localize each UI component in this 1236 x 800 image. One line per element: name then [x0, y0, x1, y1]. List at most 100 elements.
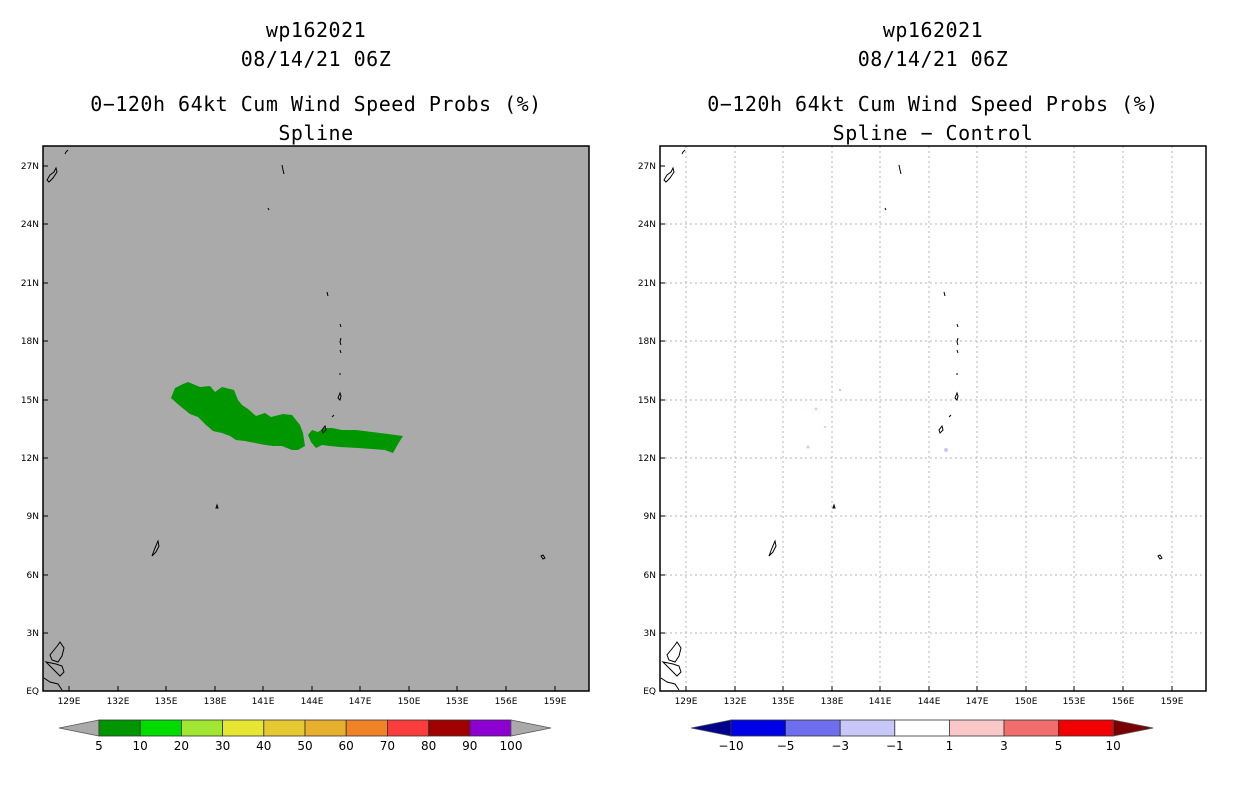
lon-tick-label: 153E: [446, 697, 469, 707]
colorbar-swatch: [839, 719, 896, 737]
lon-tick-label: 132E: [724, 697, 747, 707]
right-gridlines: [660, 146, 1206, 691]
colorbar-label: −1: [886, 739, 904, 753]
left-storm-id: wp162021: [265, 18, 367, 42]
lon-tick-label: 147E: [966, 697, 989, 707]
right-storm-id: wp162021: [882, 18, 984, 42]
colorbar-swatch: [139, 719, 182, 737]
lon-tick-label: 135E: [772, 697, 795, 707]
left-title-block: wp162021 08/14/21 06Z 0−120h 64kt Cum Wi…: [43, 16, 589, 148]
colorbar-high-arrow: [510, 719, 552, 737]
lat-tick-label: 15N: [638, 396, 656, 406]
lon-tick-label: 129E: [675, 697, 698, 707]
colorbar-label: 30: [215, 739, 230, 753]
lon-tick-label: 141E: [869, 697, 892, 707]
colorbar-swatch: [304, 719, 347, 737]
colorbar-label: 100: [500, 739, 523, 753]
colorbar-low-arrow: [58, 719, 100, 737]
colorbar-label: 40: [256, 739, 271, 753]
colorbar-label: 60: [339, 739, 354, 753]
colorbar-label: 50: [297, 739, 312, 753]
colorbar-swatch: [469, 719, 512, 737]
lat-tick-label: 3N: [644, 629, 656, 639]
colorbar-label: 5: [95, 739, 103, 753]
colorbar-swatch: [428, 719, 471, 737]
probability-notch: [272, 426, 282, 432]
colorbar-swatch: [730, 719, 786, 737]
lon-tick-label: 150E: [398, 697, 421, 707]
colorbar-label: 70: [380, 739, 395, 753]
left-subtitle: Spline: [278, 121, 354, 145]
colorbar-swatch: [894, 719, 950, 737]
lat-tick-label: 12N: [21, 454, 39, 464]
colorbar-label: 80: [421, 739, 436, 753]
difference-speck: [823, 425, 827, 429]
left-coastlines: [43, 149, 546, 691]
colorbar-label: −5: [777, 739, 795, 753]
right-title-block: wp162021 08/14/21 06Z 0−120h 64kt Cum Wi…: [660, 16, 1206, 148]
lon-tick-label: 159E: [544, 697, 567, 707]
lat-tick-label: 9N: [27, 512, 39, 522]
lon-tick-label: 132E: [107, 697, 130, 707]
right-product-title: 0−120h 64kt Cum Wind Speed Probs (%): [707, 92, 1159, 116]
lon-tick-label: 138E: [204, 697, 227, 707]
lat-tick-label: 24N: [638, 220, 656, 230]
difference-speck: [806, 445, 810, 449]
lon-tick-label: 129E: [58, 697, 81, 707]
lat-tick-label: 21N: [638, 279, 656, 289]
right-colorbar: −10 −5 −3 −1 1 3 5 10: [690, 719, 1154, 753]
colorbar-label: −3: [831, 739, 849, 753]
colorbar-swatch: [785, 719, 841, 737]
lon-tick-label: 153E: [1063, 697, 1086, 707]
colorbar-swatch: [386, 719, 429, 737]
colorbar-low-arrow: [690, 719, 732, 737]
colorbar-label: −10: [718, 739, 743, 753]
lat-tick-label: 12N: [638, 454, 656, 464]
left-probability-area: [171, 382, 403, 453]
colorbar-label: 3: [1000, 739, 1008, 753]
colorbar-label: 10: [1106, 739, 1121, 753]
left-datetime: 08/14/21 06Z: [240, 47, 392, 71]
lon-tick-label: 147E: [349, 697, 372, 707]
left-product-title: 0−120h 64kt Cum Wind Speed Probs (%): [90, 92, 542, 116]
lon-tick-label: 159E: [1161, 697, 1184, 707]
lat-tick-label: 15N: [21, 396, 39, 406]
lat-tick-label: 6N: [27, 571, 39, 581]
lat-tick-label: EQ: [26, 687, 39, 697]
colorbar-label: 5: [1055, 739, 1063, 753]
right-map-background: [660, 146, 1206, 691]
right-lon-axis: 129E 132E 135E 138E 141E 144E 147E 150E 153E 156E…: [675, 686, 1184, 707]
colorbar-swatch: [1058, 719, 1114, 737]
colorbar-high-arrow: [1112, 719, 1154, 737]
lon-tick-label: 156E: [1112, 697, 1135, 707]
colorbar-label: 90: [462, 739, 477, 753]
lon-tick-label: 144E: [301, 697, 324, 707]
left-lon-axis: 129E 132E 135E 138E 141E 144E 147E 150E 153E 156E…: [58, 686, 567, 707]
right-map-frame: [659, 145, 1207, 692]
lat-tick-label: 18N: [21, 337, 39, 347]
colorbar-swatch: [98, 719, 141, 737]
lat-tick-label: 18N: [638, 337, 656, 347]
colorbar-swatch: [263, 719, 306, 737]
lat-tick-label: 27N: [638, 162, 656, 172]
left-lat-axis: 27N 24N 21N 18N 15N 12N 9N 6N 3N EQ: [21, 162, 48, 697]
left-map-frame: [42, 145, 590, 692]
colorbar-label: 20: [174, 739, 189, 753]
left-colorbar: 5 10 20 30 40 50 60 70 80 90 100: [58, 719, 552, 753]
right-lat-axis: 27N 24N 21N 18N 15N 12N 9N 6N 3N EQ: [638, 162, 665, 697]
lat-tick-label: 27N: [21, 162, 39, 172]
colorbar-swatch: [949, 719, 1005, 737]
probability-area-5-10: [171, 382, 403, 453]
right-datetime: 08/14/21 06Z: [857, 47, 1009, 71]
lon-tick-label: 141E: [252, 697, 275, 707]
left-map-background: [43, 146, 589, 691]
colorbar-swatch: [1003, 719, 1059, 737]
lat-tick-label: 24N: [21, 220, 39, 230]
lon-tick-label: 138E: [821, 697, 844, 707]
colorbar-label: 1: [946, 739, 954, 753]
lat-tick-label: 9N: [644, 512, 656, 522]
difference-speck: [814, 407, 818, 411]
